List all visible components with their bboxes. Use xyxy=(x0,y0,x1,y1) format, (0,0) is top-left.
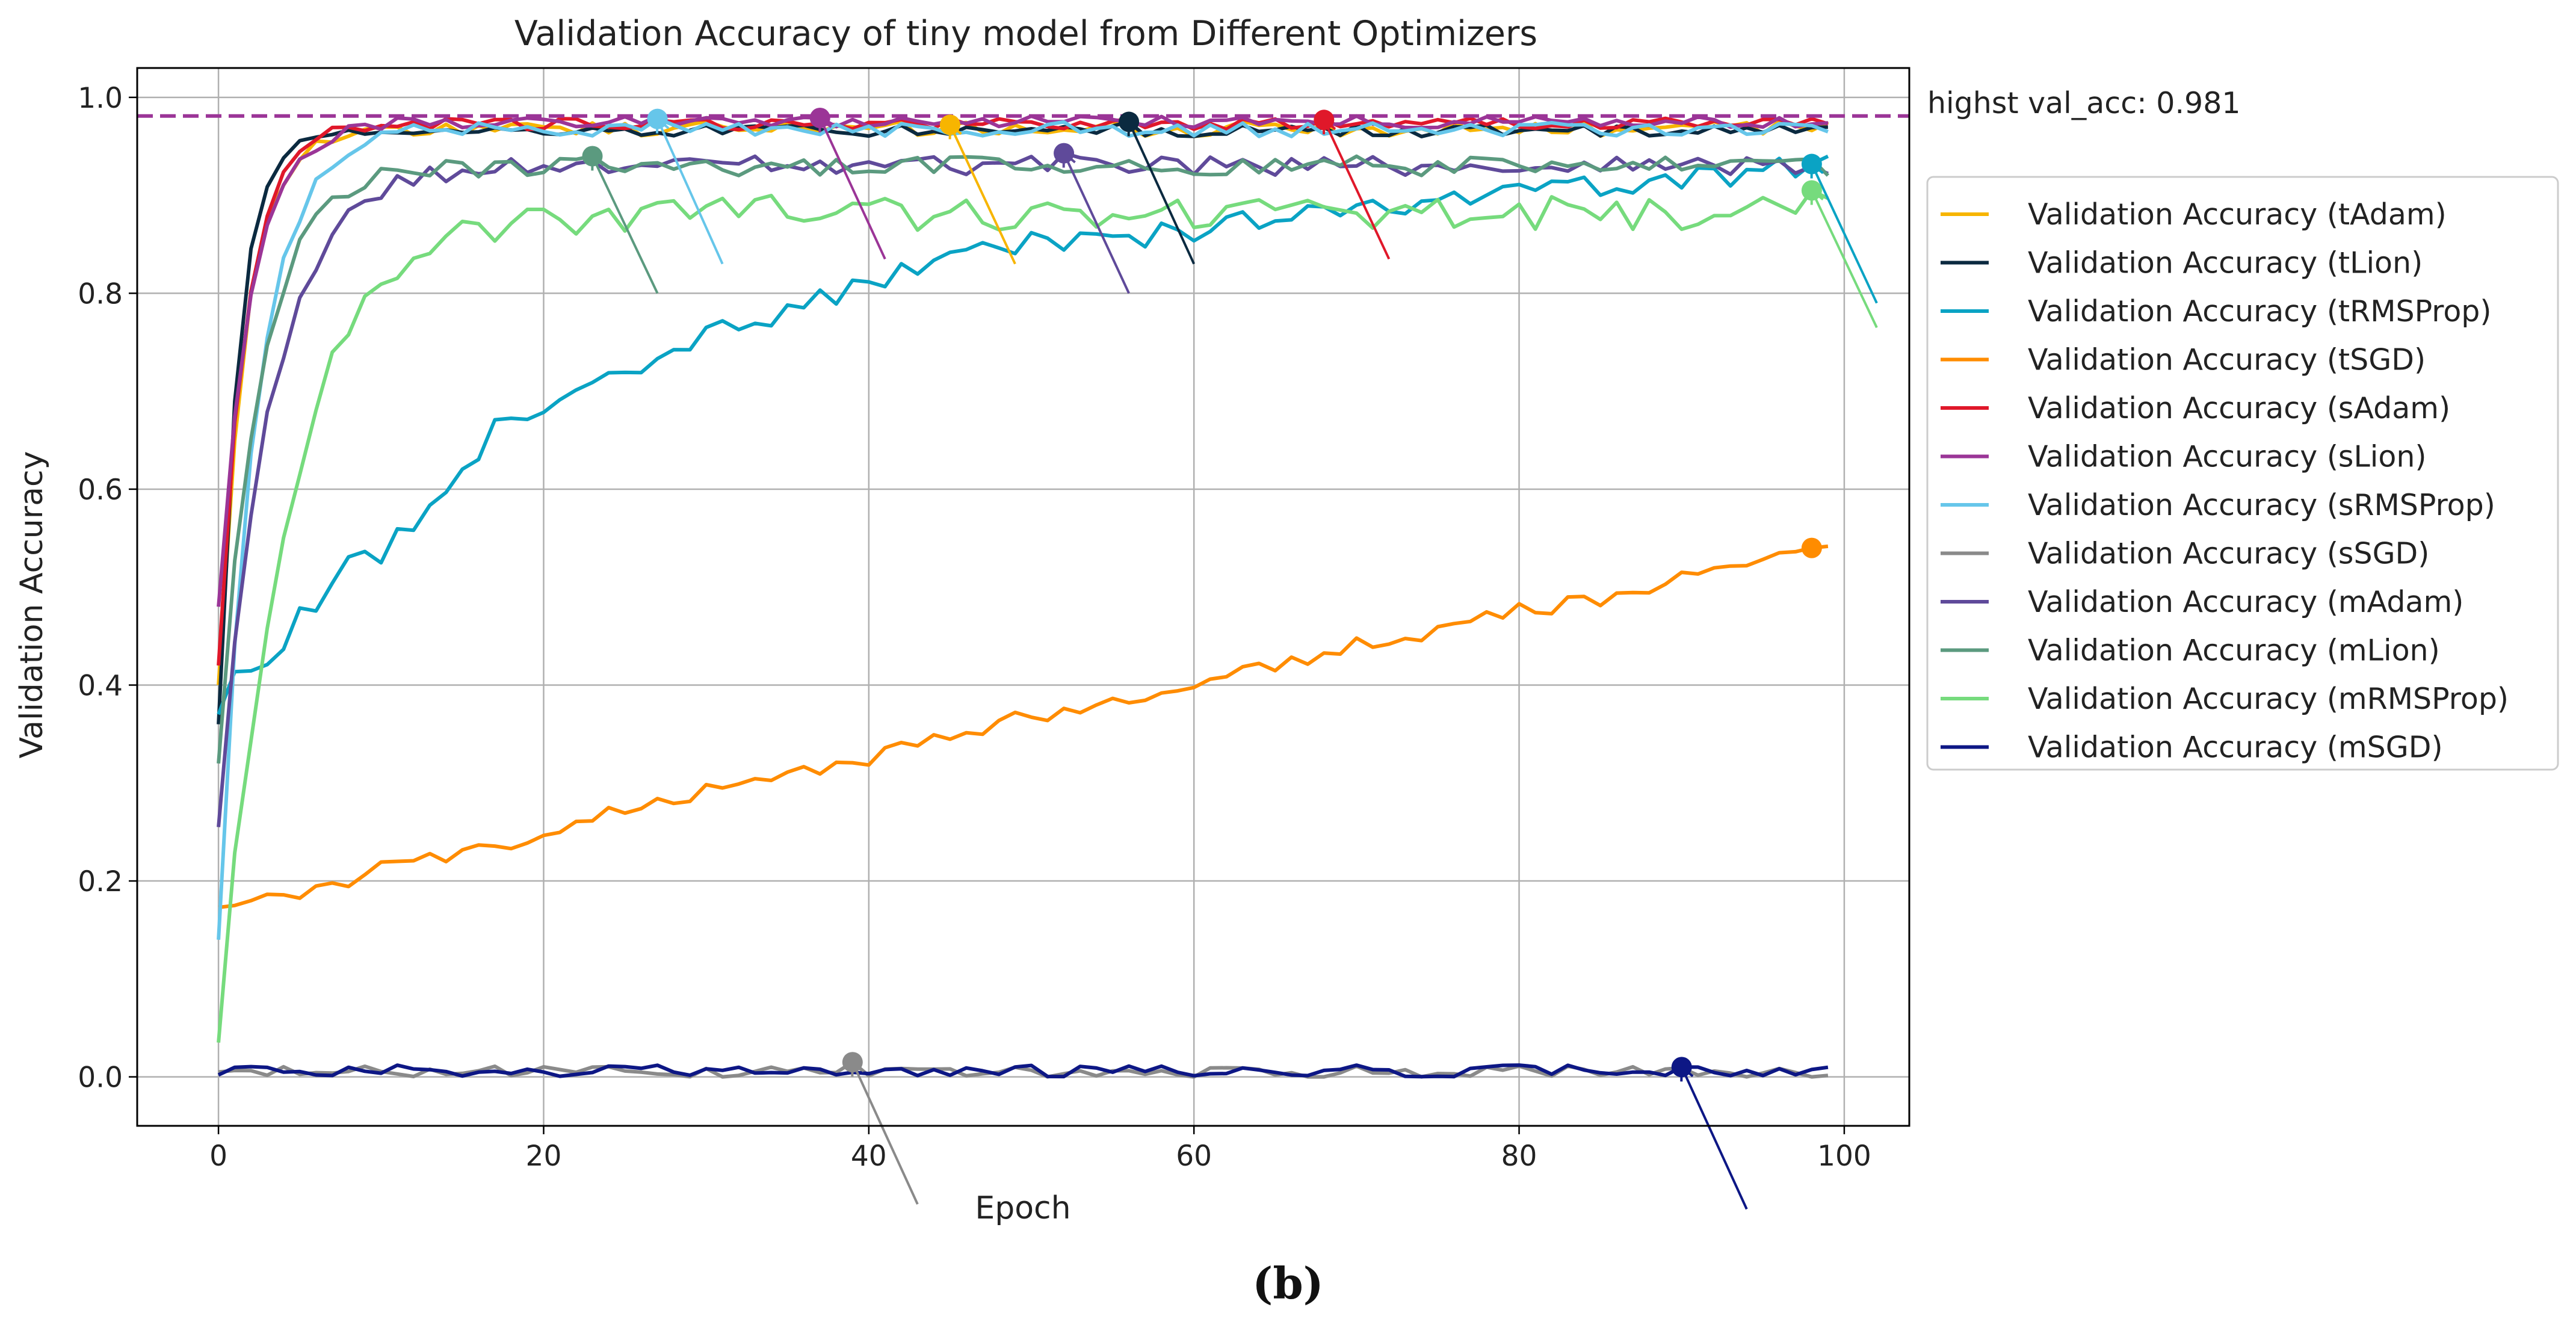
legend-frame xyxy=(1926,176,2559,771)
series-line xyxy=(217,188,1829,1043)
legend-label: Validation Accuracy (sRMSProp) xyxy=(2028,488,2495,522)
series-line xyxy=(217,117,1829,940)
best-point-markers xyxy=(582,108,1822,1078)
legend-label: Validation Accuracy (tAdam) xyxy=(2028,197,2447,232)
annotation-arrow-line xyxy=(818,117,886,260)
annotation-arrow-line xyxy=(656,118,724,265)
x-tick-label: 100 xyxy=(1817,1140,1871,1173)
x-tick-label: 20 xyxy=(526,1140,562,1173)
series-line xyxy=(218,544,1829,909)
y-tick-label: 0.0 xyxy=(78,1061,123,1095)
annotation-arrow-line xyxy=(1811,163,1878,304)
x-tick-label: 40 xyxy=(851,1140,887,1173)
annotation-arrow-line xyxy=(1063,152,1130,294)
series-line xyxy=(217,114,1829,607)
best-point-marker xyxy=(1671,1057,1692,1078)
legend-label: Validation Accuracy (mSGD) xyxy=(2028,730,2443,765)
x-tick-label: 0 xyxy=(209,1140,227,1173)
series-line xyxy=(217,154,1830,764)
annotation-arrow-line xyxy=(1680,1066,1748,1210)
best-point-marker xyxy=(647,108,668,129)
legend-label: Validation Accuracy (mRMSProp) xyxy=(2028,682,2509,716)
x-tick-label: 80 xyxy=(1501,1140,1537,1173)
annotation-arrow-line xyxy=(851,1061,919,1205)
x-axis-label: Epoch xyxy=(975,1190,1070,1226)
annotation-arrow-line xyxy=(1128,121,1196,265)
best-point-marker xyxy=(1054,143,1075,164)
legend-label: Validation Accuracy (sAdam) xyxy=(2028,391,2450,425)
best-point-marker xyxy=(582,146,603,167)
series-lines xyxy=(217,114,1830,1079)
best-point-marker xyxy=(809,108,830,129)
best-point-marker xyxy=(1801,537,1822,558)
x-axis-ticks: 0 20 40 60 80 100 xyxy=(209,1126,1871,1173)
best-point-marker xyxy=(1314,110,1335,131)
legend-label: Validation Accuracy (sSGD) xyxy=(2028,537,2429,571)
series-line xyxy=(217,116,1829,666)
x-tick-label: 60 xyxy=(1176,1140,1212,1173)
series-line xyxy=(217,154,1829,715)
legend-label: Validation Accuracy (tSGD) xyxy=(2028,343,2426,377)
best-point-marker xyxy=(939,114,960,135)
legend-label: Validation Accuracy (sLion) xyxy=(2028,440,2427,474)
best-point-marker xyxy=(1119,111,1140,132)
plot-frame xyxy=(136,67,1910,1127)
figure-caption: (b) xyxy=(1252,1258,1324,1309)
series-line xyxy=(217,119,1829,685)
legend-label: Validation Accuracy (tLion) xyxy=(2028,246,2423,280)
y-tick-label: 0.2 xyxy=(78,865,123,898)
y-axis-ticks: 0.0 0.2 0.4 0.6 0.8 1.0 xyxy=(78,82,137,1095)
annotation-arrow-line xyxy=(591,155,659,294)
y-axis-label: Validation Accuracy xyxy=(14,451,50,759)
annotation-arrow-line xyxy=(1323,119,1391,260)
chart-title: Validation Accuracy of tiny model from D… xyxy=(514,14,1537,54)
y-tick-label: 0.6 xyxy=(78,474,123,507)
legend-label: Validation Accuracy (mAdam) xyxy=(2028,585,2463,619)
y-tick-label: 1.0 xyxy=(78,82,123,115)
series-line xyxy=(217,151,1829,827)
highest-val-acc-label: highst val_acc: 0.981 xyxy=(1927,86,2241,120)
legend-label: Validation Accuracy (mLion) xyxy=(2028,634,2440,668)
series-line xyxy=(217,120,1828,724)
legend: Validation Accuracy (tAdam) Validation Ac… xyxy=(1926,176,2559,771)
annotation-arrow-line xyxy=(949,124,1016,265)
best-point-marker xyxy=(1801,153,1822,175)
y-tick-label: 0.8 xyxy=(78,277,123,310)
annotation-arrow-line xyxy=(1811,190,1878,329)
series-line xyxy=(217,1063,1829,1079)
best-point-marker xyxy=(1801,180,1822,201)
grid-lines xyxy=(137,68,1909,1126)
best-point-marker xyxy=(842,1052,863,1073)
best-point-annotations xyxy=(591,115,1878,1210)
y-tick-label: 0.4 xyxy=(78,670,123,703)
legend-label: Validation Accuracy (tRMSProp) xyxy=(2028,294,2492,329)
